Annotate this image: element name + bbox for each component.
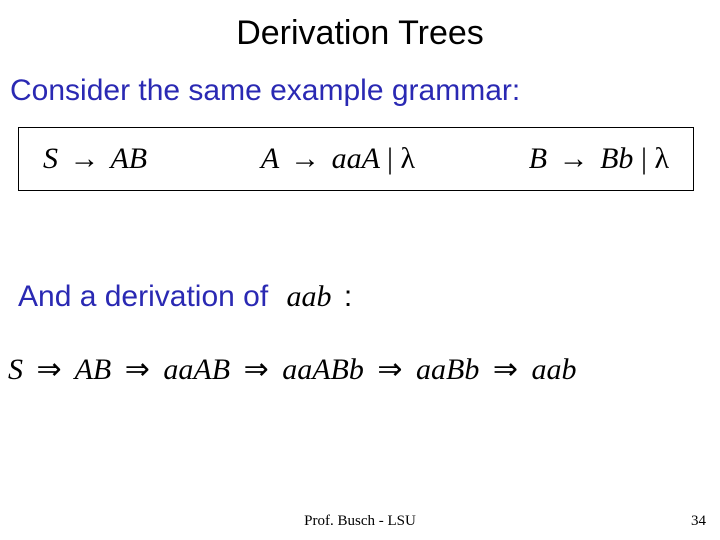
rule-sep: |	[387, 142, 401, 175]
rule-sep: |	[641, 142, 655, 175]
intro-line-2: And a derivation of aab :	[18, 280, 352, 314]
derive-icon: ⇒	[238, 353, 275, 386]
grammar-box: S → AB A → aaA | λ B → Bb | λ	[18, 127, 694, 191]
grammar-rule-s: S → AB	[43, 142, 147, 176]
derive-icon: ⇒	[119, 353, 156, 386]
derive-icon: ⇒	[487, 353, 524, 386]
rule-lhs: A	[261, 142, 279, 175]
derivation-steps: S ⇒ AB ⇒ aaAB ⇒ aaABb ⇒ aaBb ⇒ aab	[8, 352, 712, 387]
rule-lhs: B	[529, 142, 547, 175]
derive-icon: ⇒	[371, 353, 408, 386]
slide: Derivation Trees Consider the same examp…	[0, 0, 720, 540]
grammar-rule-a: A → aaA | λ	[261, 142, 415, 176]
arrow-icon: →	[555, 142, 593, 175]
rule-rhs-2: λ	[400, 142, 415, 175]
arrow-icon: →	[66, 142, 104, 175]
arrow-icon: →	[286, 142, 324, 175]
step-1: AB	[75, 353, 112, 386]
line2-prefix: And a derivation of	[18, 280, 268, 313]
step-5: aab	[531, 353, 576, 386]
grammar-rule-b: B → Bb | λ	[529, 142, 669, 176]
derivation-target: aab	[277, 280, 332, 313]
rule-rhs: AB	[110, 142, 147, 175]
line2-colon: :	[340, 280, 352, 313]
rule-lhs: S	[43, 142, 58, 175]
step-4: aaBb	[416, 353, 479, 386]
intro-line-1: Consider the same example grammar:	[10, 74, 520, 108]
rule-rhs-1: Bb	[600, 142, 633, 175]
rule-rhs-2: λ	[654, 142, 669, 175]
step-2: aaAB	[163, 353, 230, 386]
step-3: aaABb	[282, 353, 364, 386]
step-0: S	[8, 353, 23, 386]
derive-icon: ⇒	[31, 353, 68, 386]
slide-title: Derivation Trees	[0, 14, 720, 53]
page-number: 34	[691, 513, 706, 530]
rule-rhs-1: aaA	[332, 142, 380, 175]
footer-attribution: Prof. Busch - LSU	[0, 513, 720, 530]
